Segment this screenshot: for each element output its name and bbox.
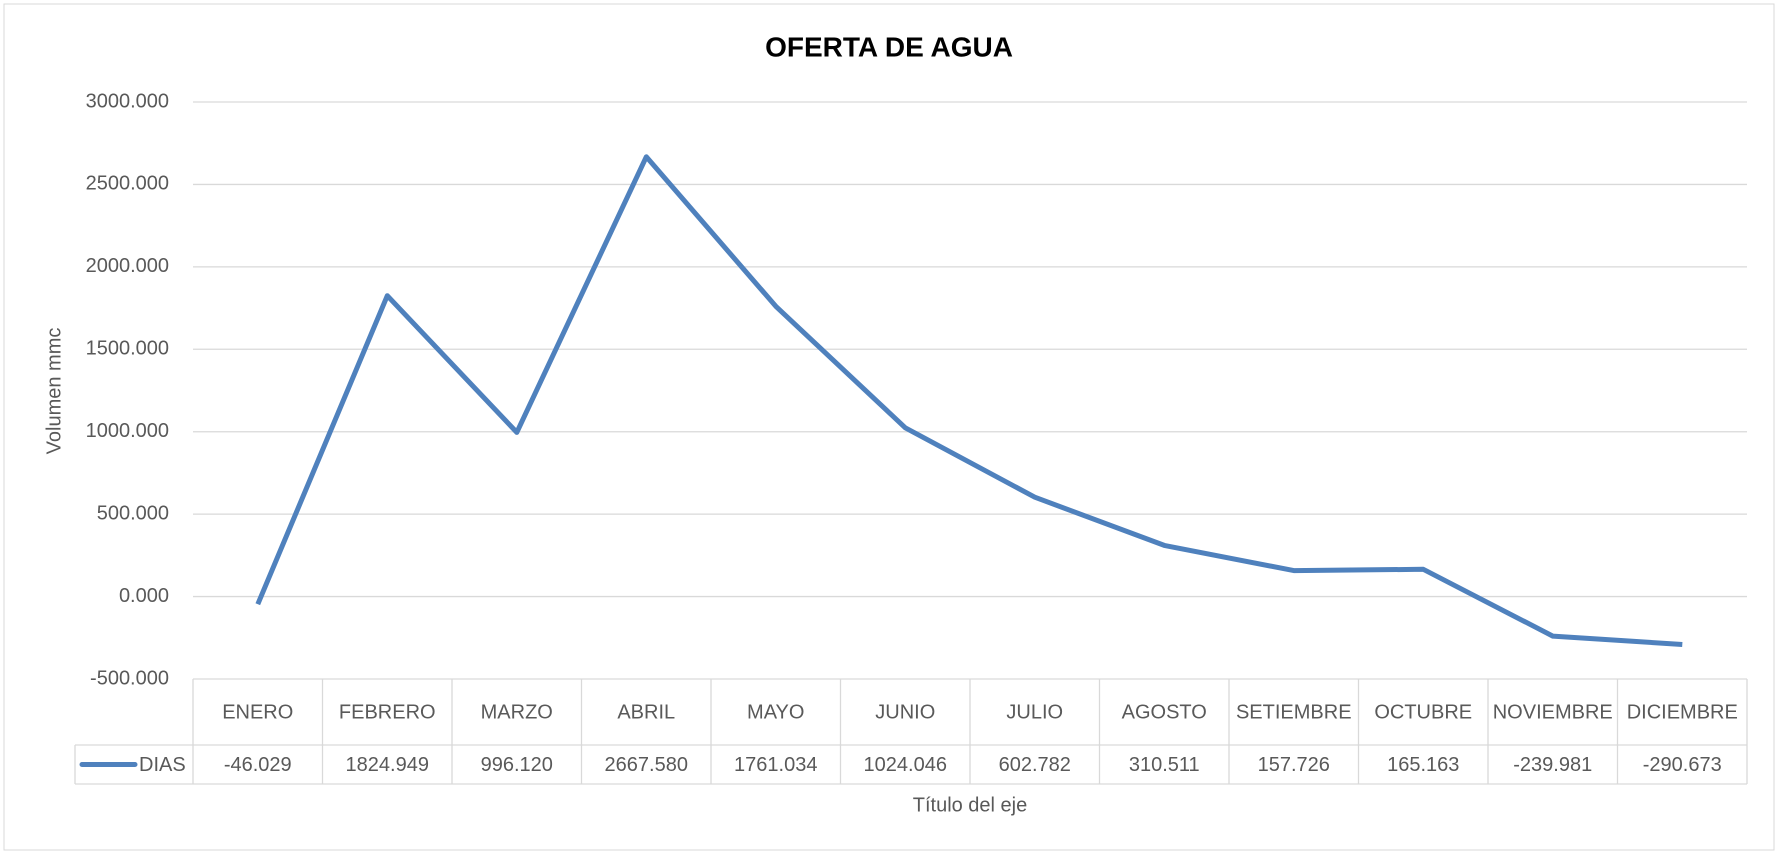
y-tick-label: 3000.000 (86, 90, 169, 112)
table-value: 157.726 (1258, 754, 1330, 776)
table-value: 310.511 (1129, 754, 1200, 776)
table-value: 2667.580 (605, 754, 688, 776)
y-tick-label: 0.000 (119, 585, 169, 607)
x-tick-label: MARZO (481, 701, 553, 723)
y-tick-label: 2000.000 (86, 255, 169, 277)
table-value: -239.981 (1513, 754, 1592, 776)
legend-label: DIAS (139, 754, 186, 776)
x-tick-label: JUNIO (875, 701, 935, 723)
table-value: -46.029 (224, 754, 292, 776)
x-tick-label: DICIEMBRE (1627, 701, 1738, 723)
x-tick-label: JULIO (1006, 701, 1063, 723)
table-value: 1761.034 (734, 754, 817, 776)
y-tick-label: 1000.000 (86, 420, 169, 442)
chart-title: OFERTA DE AGUA (765, 31, 1013, 62)
y-tick-label: 1500.000 (86, 338, 169, 360)
x-tick-label: OCTUBRE (1374, 701, 1472, 723)
x-tick-label: SETIEMBRE (1236, 701, 1352, 723)
y-axis-label: Volumen mmc (43, 328, 65, 455)
y-tick-label: 2500.000 (86, 173, 169, 195)
x-tick-label: NOVIEMBRE (1493, 701, 1613, 723)
x-tick-label: AGOSTO (1122, 701, 1207, 723)
x-tick-label: ABRIL (617, 701, 675, 723)
x-axis-label: Título del eje (913, 794, 1028, 816)
y-tick-label: 500.000 (97, 502, 169, 524)
table-value: 1824.949 (346, 754, 429, 776)
x-tick-label: FEBRERO (339, 701, 436, 723)
table-value: -290.673 (1643, 754, 1722, 776)
data-line (255, 154, 1683, 647)
chart-border (3, 3, 1775, 851)
table-value: 1024.046 (864, 754, 947, 776)
y-tick-label: -500.000 (90, 667, 169, 689)
table-value: 996.120 (481, 754, 553, 776)
x-tick-label: MAYO (747, 701, 804, 723)
table-value: 165.163 (1387, 754, 1459, 776)
table-value: 602.782 (999, 754, 1071, 776)
x-tick-label: ENERO (222, 701, 293, 723)
